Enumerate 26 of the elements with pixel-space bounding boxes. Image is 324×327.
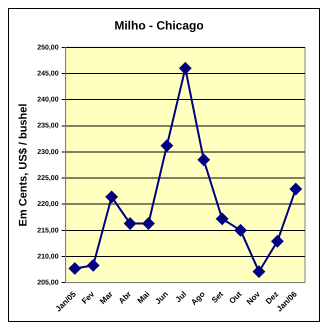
point [271, 235, 284, 248]
x-tick-label: Jun [153, 290, 170, 306]
point [290, 183, 302, 196]
x-tick-label: Out [227, 289, 244, 306]
chart-title: Milho - Chicago [114, 18, 204, 33]
point [179, 62, 192, 74]
point [216, 212, 228, 225]
point [198, 154, 210, 166]
point [142, 218, 154, 230]
x-tick-label: Nov [244, 289, 262, 307]
x-tick-label: Set [210, 289, 226, 305]
x-tick-label: Abr [116, 290, 134, 306]
point [106, 190, 118, 203]
point [68, 262, 81, 274]
point [252, 266, 265, 278]
x-tick-label: Ago [189, 290, 207, 307]
point [234, 224, 247, 236]
x-tick-label: Jul [174, 290, 188, 304]
point [87, 259, 100, 272]
point [160, 140, 173, 152]
point [124, 218, 136, 230]
x-tick-label: Mai [136, 290, 152, 306]
x-tick-label: Fev [80, 289, 97, 306]
x-tick-label: Mar [98, 290, 115, 306]
x-tick-label: Dez [264, 290, 280, 306]
y-axis-title: Em Cents, US$ / bushel [18, 104, 30, 226]
